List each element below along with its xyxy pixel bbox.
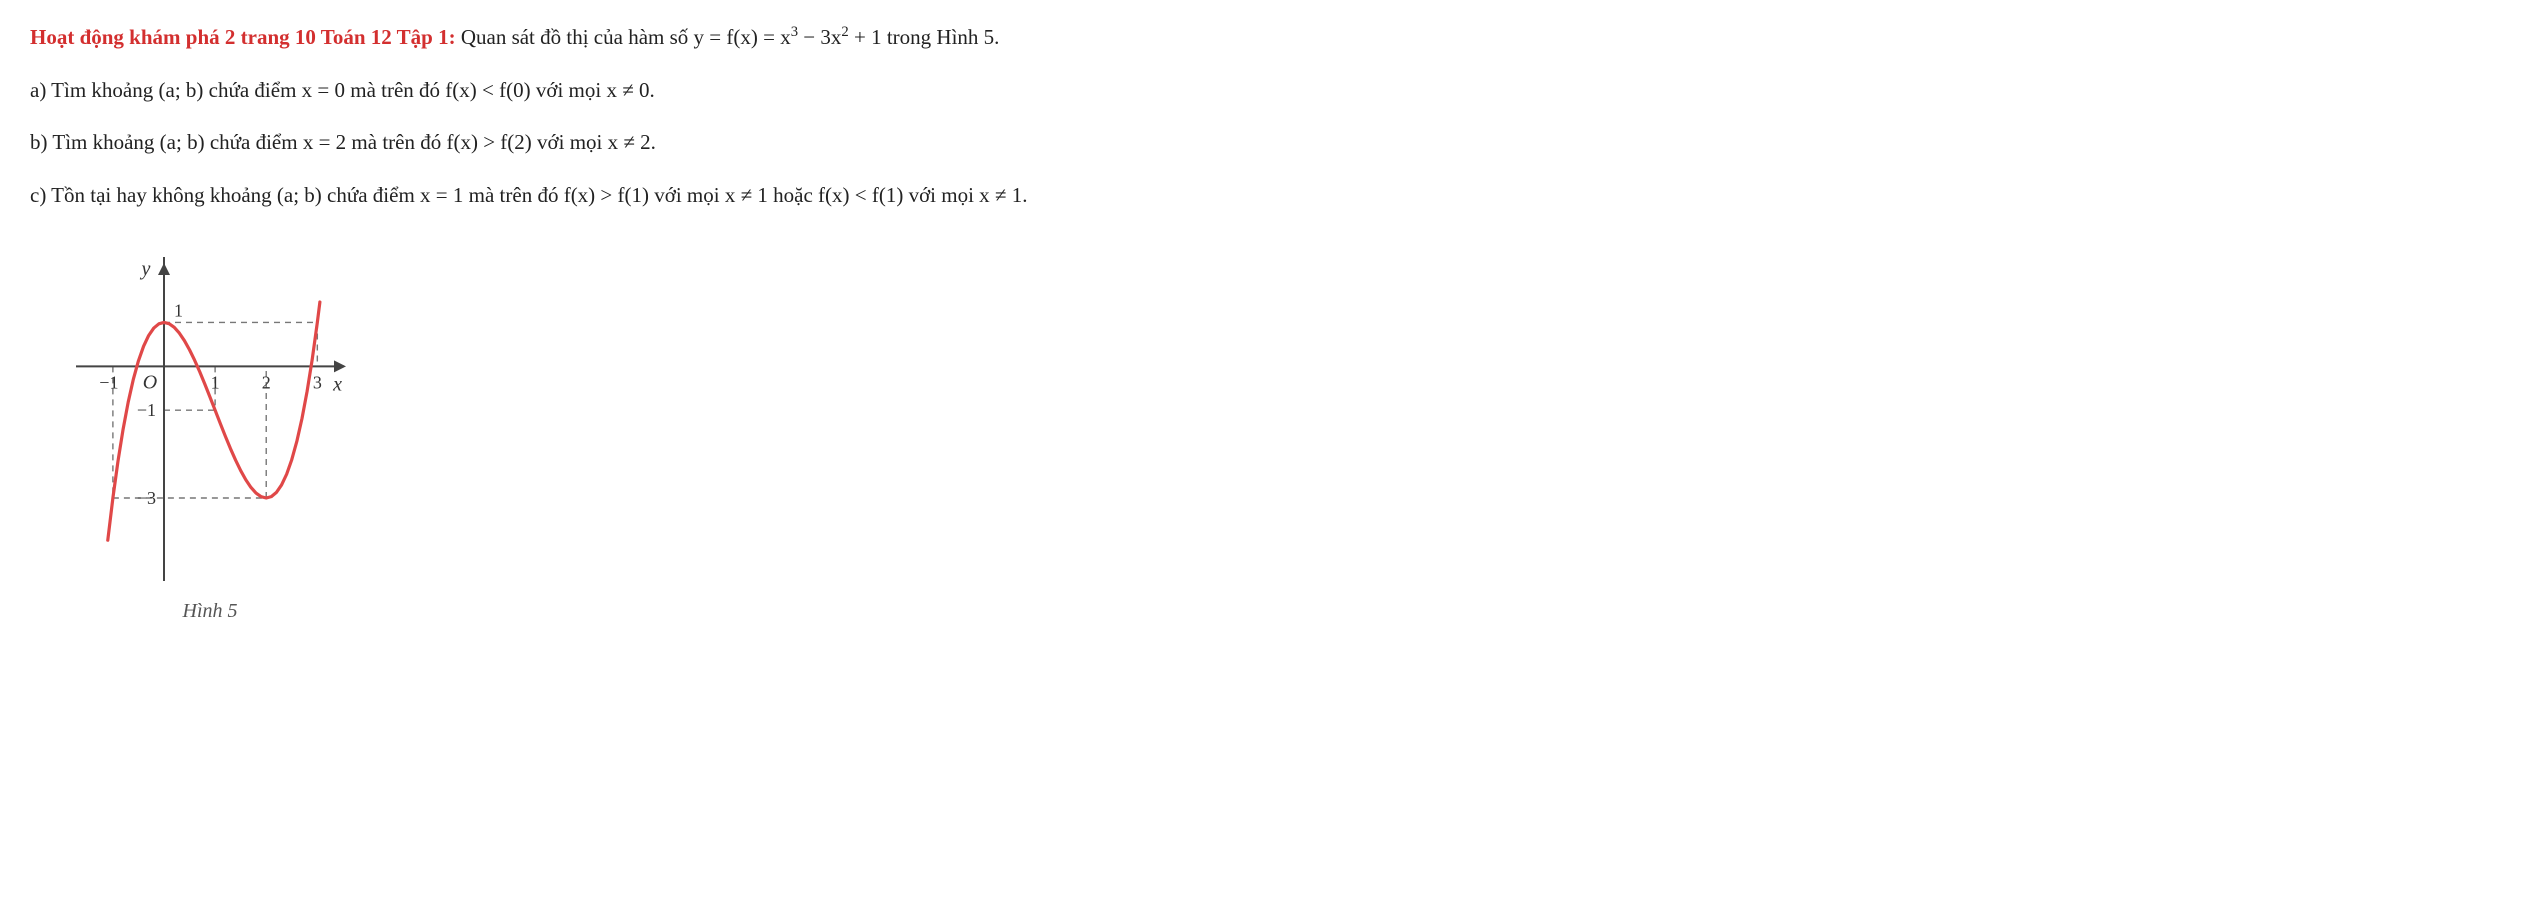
svg-text:x: x: [332, 373, 342, 395]
figure-5: −1 1 2 3 1 −1 −3 x y O Hình 5: [60, 249, 360, 628]
heading-black-mid: − 3x: [798, 25, 841, 49]
svg-text:−1: −1: [99, 372, 118, 392]
part-c: c) Tồn tại hay không khoảng (a; b) chứa …: [30, 178, 2504, 213]
part-b: b) Tìm khoảng (a; b) chứa điểm x = 2 mà …: [30, 125, 2504, 160]
svg-text:1: 1: [174, 300, 183, 320]
heading-paragraph: Hoạt động khám phá 2 trang 10 Toán 12 Tậ…: [30, 20, 2504, 55]
exponent-3: 3: [791, 24, 798, 40]
figure-caption: Hình 5: [60, 595, 360, 628]
heading-black-pre: Quan sát đồ thị của hàm số y = f(x) = x: [461, 25, 791, 49]
exponent-2: 2: [841, 24, 848, 40]
svg-text:−1: −1: [137, 400, 156, 420]
svg-text:−3: −3: [137, 488, 156, 508]
svg-text:2: 2: [262, 372, 271, 392]
cubic-chart: −1 1 2 3 1 −1 −3 x y O: [60, 249, 360, 589]
svg-text:1: 1: [211, 372, 220, 392]
heading-red-text: Hoạt động khám phá 2 trang 10 Toán 12 Tậ…: [30, 25, 461, 49]
part-a: a) Tìm khoảng (a; b) chứa điểm x = 0 mà …: [30, 73, 2504, 108]
svg-text:y: y: [140, 258, 151, 280]
svg-text:3: 3: [313, 372, 322, 392]
heading-black-post: + 1 trong Hình 5.: [849, 25, 1000, 49]
svg-text:O: O: [143, 371, 157, 393]
